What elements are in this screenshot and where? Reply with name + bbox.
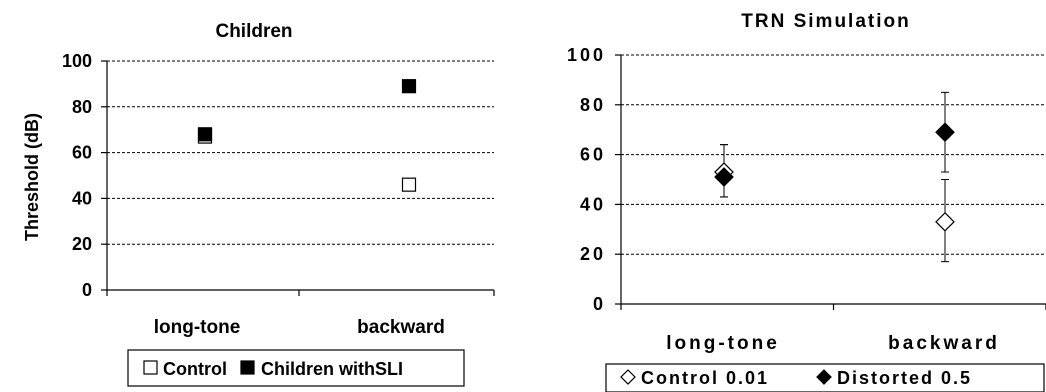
y-tick-label: 100: [567, 45, 606, 65]
chart-trn-title: TRN Simulation: [741, 11, 910, 32]
chart-trn-legend: Control 0.01 Distorted 0.5: [605, 363, 1045, 392]
data-point-sli: [401, 79, 417, 94]
y-tick-label: 20: [72, 234, 92, 254]
chart-children-gridlines: [107, 60, 494, 245]
x-category-label: long-tone: [154, 317, 241, 338]
chart-trn-markers: [714, 122, 955, 232]
data-point-control: [401, 177, 417, 192]
x-category-label: long-tone: [666, 333, 780, 354]
legend-marker-distorted-05: [816, 369, 832, 385]
legend-label-distorted-05: Distorted 0.5: [837, 368, 972, 388]
chart-children-markers: [197, 79, 417, 192]
chart-children-y-ticks: 0 20 40 60 80 100: [62, 51, 92, 300]
x-category-label: backward: [357, 317, 445, 338]
chart-trn-axes: [615, 54, 1046, 310]
legend-frame: [605, 363, 1045, 392]
legend-frame: [127, 349, 465, 387]
legend-label-control-001: Control 0.01: [641, 368, 769, 388]
chart-children: Children Threshold (dB) 0 20 40 60 80 100 lon…: [22, 21, 495, 387]
chart-trn-simulation: TRN Simulation 0 20 40 60 80 100 long-tone bac…: [567, 11, 1046, 392]
chart-trn-error-bars: [720, 91, 949, 263]
data-point-distorted: [935, 122, 955, 143]
legend-label-sli: Children withSLI: [261, 359, 403, 379]
chart-children-axes: [101, 60, 495, 296]
y-tick-label: 80: [72, 97, 92, 117]
y-tick-label: 80: [580, 95, 606, 115]
legend-label-control: Control: [163, 359, 227, 379]
chart-trn-y-ticks: 0 20 40 60 80 100: [567, 45, 606, 314]
chart-children-y-axis-label: Threshold (dB): [22, 113, 42, 241]
legend-marker-sli: [240, 360, 255, 375]
y-tick-label: 60: [72, 143, 92, 163]
chart-trn-gridlines: [621, 54, 1046, 255]
chart-children-legend: Control Children withSLI: [127, 349, 465, 387]
x-category-label: backward: [888, 333, 1000, 354]
data-point-control: [935, 211, 955, 232]
y-tick-label: 40: [72, 188, 92, 208]
y-tick-label: 60: [580, 145, 606, 165]
legend-marker-control-001: [620, 369, 636, 385]
legend-marker-control: [143, 360, 158, 375]
y-tick-label: 0: [593, 294, 606, 314]
chart-trn-x-ticks: long-tone backward: [666, 333, 1000, 354]
y-tick-label: 100: [62, 51, 92, 71]
data-point-sli: [197, 127, 213, 142]
chart-children-x-ticks: long-tone backward: [154, 317, 445, 338]
chart-children-title: Children: [215, 21, 292, 42]
y-tick-label: 0: [82, 280, 92, 300]
data-point-distorted: [714, 167, 734, 187]
y-tick-label: 40: [580, 194, 606, 214]
y-tick-label: 20: [580, 244, 606, 264]
